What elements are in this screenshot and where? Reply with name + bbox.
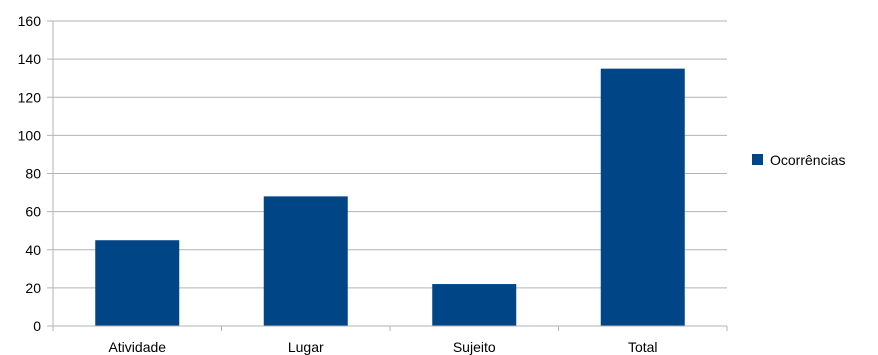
y-tick-label: 120 (18, 89, 42, 105)
x-category-label: Sujeito (453, 339, 496, 355)
y-tick-label: 20 (25, 280, 41, 296)
bar-lugar (263, 196, 348, 326)
bar-sujeito (432, 284, 517, 326)
y-tick-label: 40 (25, 242, 41, 258)
legend-swatch (752, 154, 763, 165)
y-tick-label: 140 (18, 51, 42, 67)
x-category-label: Atividade (108, 339, 166, 355)
y-tick-label: 60 (25, 204, 41, 220)
y-tick-label: 0 (33, 318, 41, 334)
x-axis-category-labels: Atividade Lugar Sujeito Total (108, 339, 657, 355)
y-tick-label: 80 (25, 166, 41, 182)
y-axis-tick-labels: 0 20 40 60 80 100 120 140 160 (18, 13, 42, 334)
legend-label: Ocorrências (770, 152, 845, 168)
x-category-label: Total (628, 339, 658, 355)
x-category-label: Lugar (288, 339, 324, 355)
axes (52, 21, 728, 331)
y-tick-label: 160 (18, 13, 42, 29)
y-tick-label: 100 (18, 127, 42, 143)
bars (95, 68, 685, 326)
bar-atividade (95, 240, 180, 326)
legend: Ocorrências (752, 152, 845, 168)
bar-total (600, 68, 685, 326)
